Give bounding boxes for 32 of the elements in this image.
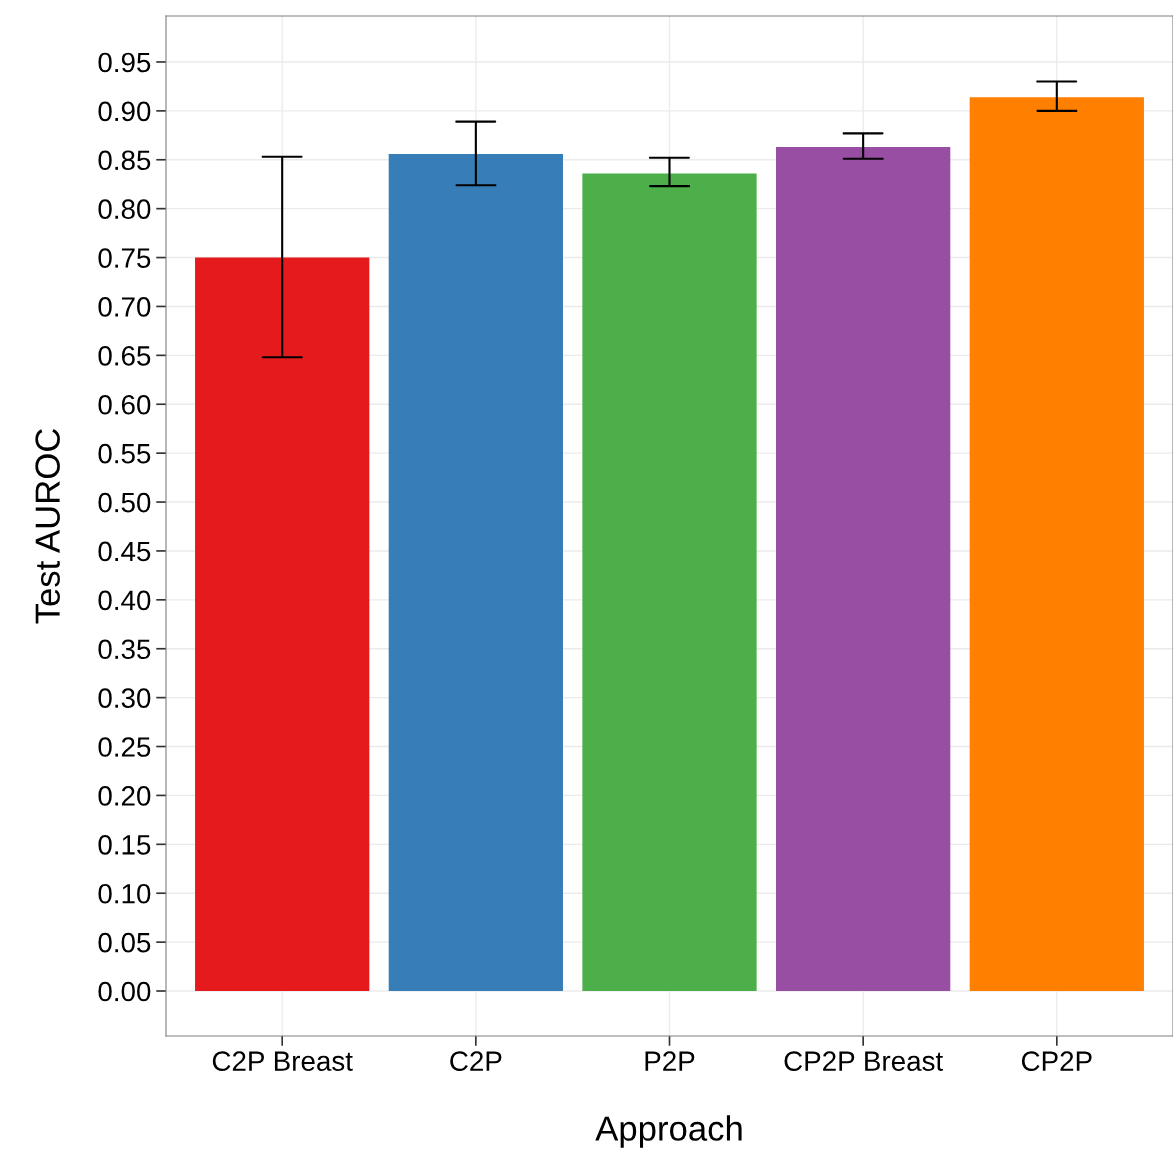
y-tick-label: 0.85 (98, 150, 151, 171)
y-tick-label: 0.95 (98, 52, 151, 73)
bar (388, 153, 563, 992)
x-tick-label: P2P (645, 1051, 695, 1071)
y-tick-label: 0.90 (98, 101, 151, 122)
y-axis-title: Test AUROC (35, 428, 60, 624)
x-tick-label: CP2P (1021, 1051, 1092, 1071)
x-tick-label: C2P (450, 1051, 502, 1071)
y-tick-label: 0.15 (98, 834, 151, 855)
x-tick-label: C2P Breast (212, 1051, 353, 1071)
y-tick-label: 0.10 (98, 883, 151, 904)
bar (776, 147, 951, 992)
x-axis-title: Approach (595, 1115, 742, 1148)
y-tick-label: 0.00 (98, 981, 151, 1002)
y-tick-label: 0.05 (98, 932, 151, 953)
bar (969, 97, 1144, 992)
x-tick-label: CP2P Breast (784, 1051, 943, 1071)
y-tick-label: 0.75 (98, 248, 151, 268)
y-tick-label: 0.80 (98, 199, 151, 219)
y-tick-label: 0.55 (98, 443, 151, 464)
y-tick-label: 0.35 (98, 639, 151, 660)
bar (195, 257, 370, 992)
y-tick-label: 0.40 (98, 590, 151, 611)
y-tick-label: 0.50 (98, 492, 151, 513)
y-tick-label: 0.70 (98, 297, 151, 317)
y-tick-label: 0.45 (98, 541, 151, 562)
bar (582, 173, 757, 992)
y-tick-label: 0.20 (98, 786, 151, 806)
y-tick-label: 0.25 (98, 737, 151, 757)
y-tick-label: 0.60 (98, 394, 151, 415)
y-tick-label: 0.65 (98, 346, 151, 366)
y-tick-label: 0.30 (98, 688, 151, 708)
